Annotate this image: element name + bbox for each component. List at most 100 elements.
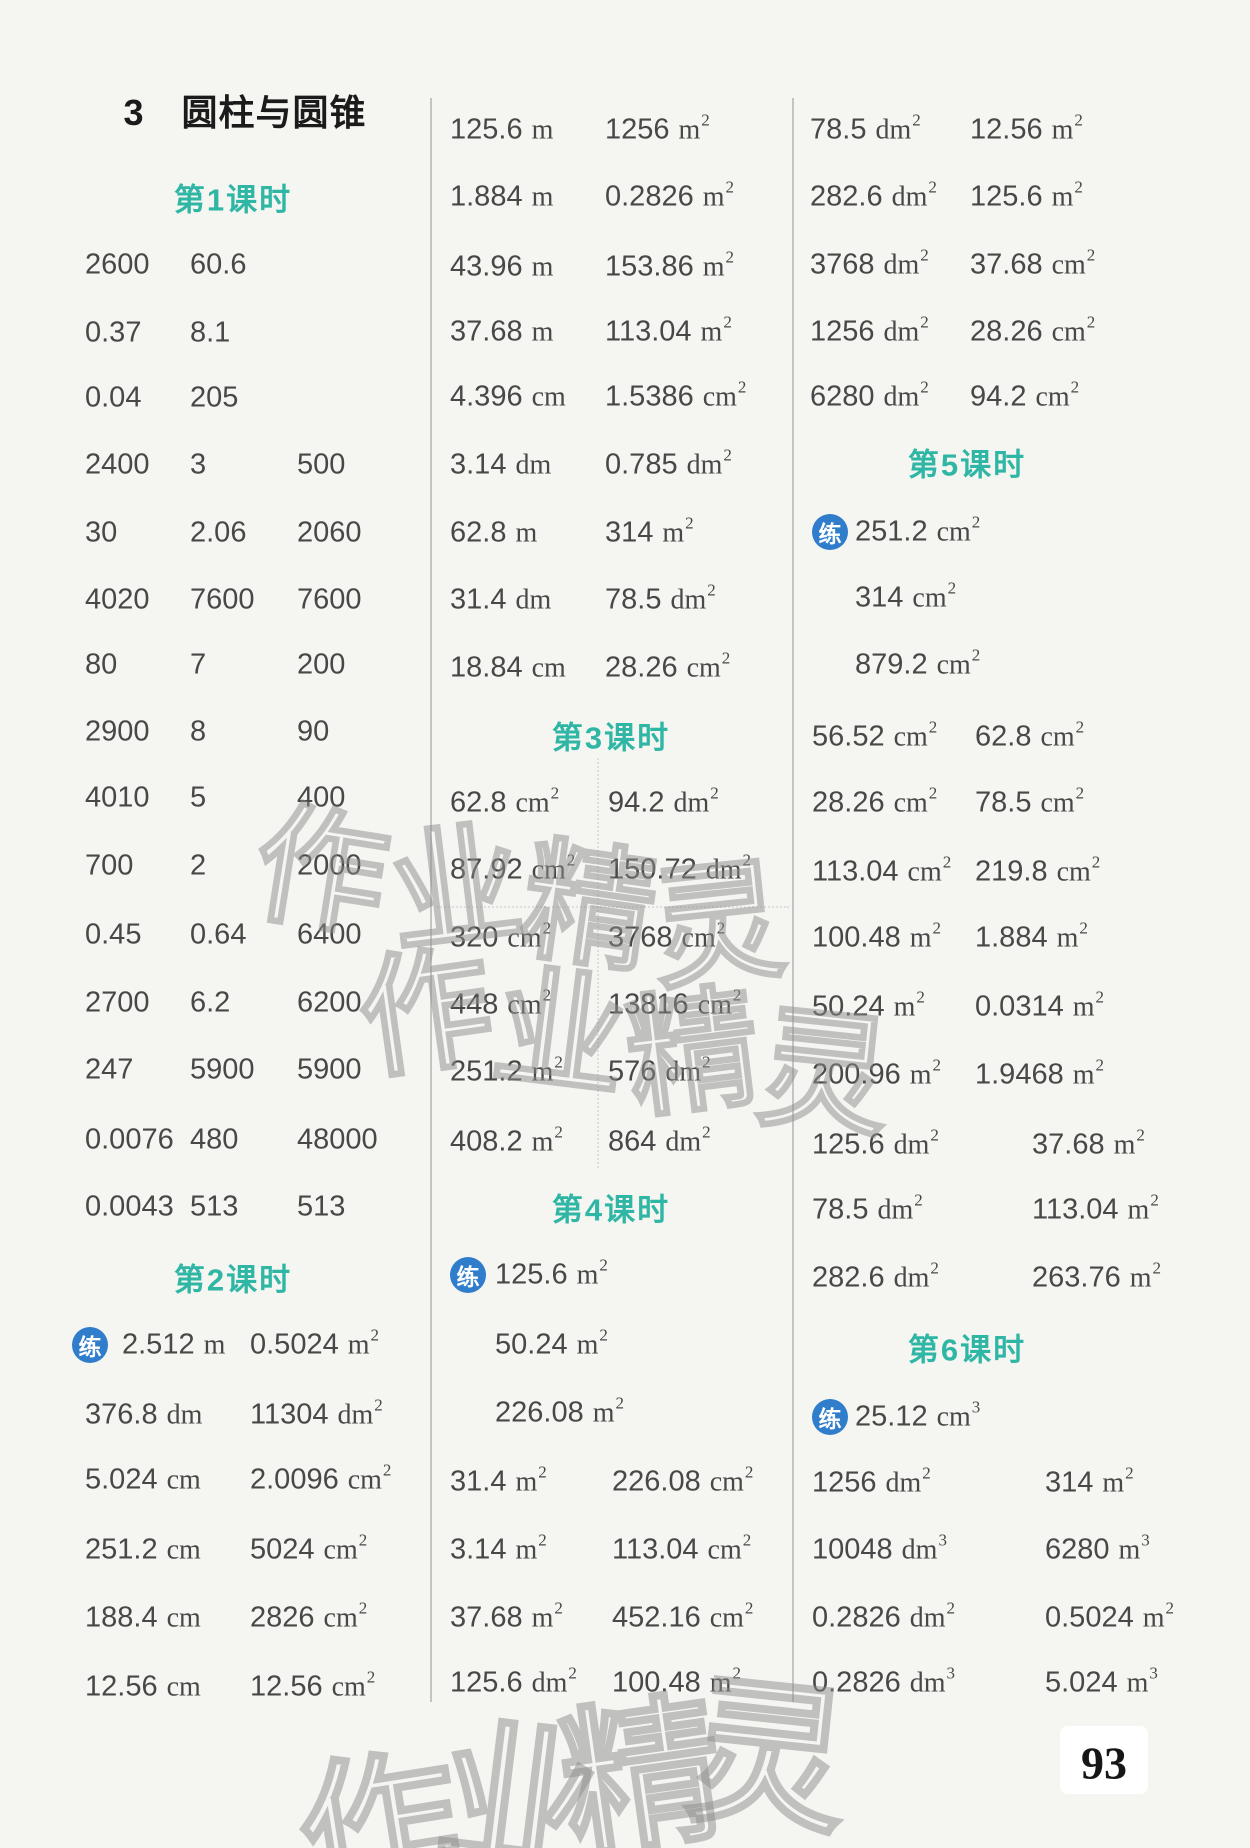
- answer-unit: cm2: [709, 1598, 754, 1634]
- answer-value: 448: [450, 988, 499, 1021]
- answer-cell: 200.96 m2: [812, 1056, 941, 1092]
- answer-exponent: 2: [1074, 177, 1083, 197]
- answer-cell: 113.04 cm2: [612, 1531, 751, 1567]
- answer-cell: 37.68 m2: [450, 1599, 563, 1635]
- answer-value: 1.9468: [975, 1058, 1064, 1091]
- answer-value: 2400: [85, 448, 150, 481]
- answer-cell: 2060: [297, 517, 362, 550]
- answer-cell: 452.16 cm2: [612, 1598, 754, 1635]
- answer-value: 480: [190, 1123, 239, 1156]
- answer-exponent: 2: [946, 1598, 955, 1618]
- answer-exponent: 2: [550, 783, 560, 803]
- answer-unit: dm2: [705, 850, 751, 886]
- answer-exponent: 2: [723, 312, 732, 332]
- answer-unit: dm2: [893, 1125, 939, 1161]
- answer-value: 100.48: [612, 1666, 701, 1699]
- answer-exponent: 2: [554, 1052, 563, 1072]
- answer-unit: m2: [678, 110, 710, 146]
- lesson-header: 第5课时: [907, 447, 1027, 483]
- answer-exponent: 2: [1095, 1055, 1104, 1075]
- answer-value: 8: [190, 715, 207, 748]
- answer-unit: m: [531, 316, 554, 348]
- answer-unit: dm2: [885, 1463, 931, 1499]
- answer-value: 263.76: [1032, 1261, 1121, 1294]
- answer-cell: 247: [85, 1054, 133, 1087]
- practice-badge: 练: [812, 514, 848, 550]
- answer-value: 0.5024: [250, 1328, 339, 1361]
- answer-exponent: 2: [928, 717, 938, 737]
- answer-exponent: 2: [599, 1255, 608, 1275]
- answer-unit: dm2: [877, 1190, 923, 1226]
- answer-value: 3768: [810, 248, 875, 281]
- answer-exponent: 2: [685, 513, 694, 533]
- answer-unit: dm2: [665, 1052, 711, 1088]
- answer-cell: 5900: [297, 1054, 362, 1087]
- answer-value: 11304: [250, 1398, 329, 1431]
- answer-value: 4010: [85, 781, 150, 814]
- answer-value: 100.48: [812, 921, 901, 954]
- answer-value: 1.884: [450, 180, 523, 213]
- answer-value: 13816: [608, 988, 689, 1021]
- answer-exponent: 2: [947, 578, 957, 598]
- answer-cell: 10048 dm3: [812, 1531, 947, 1567]
- answer-cell: 314 m2: [605, 513, 694, 550]
- answer-cell: 100.48 m2: [812, 919, 941, 955]
- answer-unit: cm2: [936, 512, 981, 548]
- answer-value: 1256: [810, 315, 875, 348]
- answer-exponent: 2: [916, 987, 925, 1007]
- answer-cell: 251.2 cm: [85, 1534, 201, 1567]
- answer-unit: m2: [893, 987, 925, 1023]
- answer-value: 5024: [250, 1533, 315, 1566]
- answer-cell: 37.68 m: [450, 316, 553, 349]
- answer-value: 12.56: [85, 1670, 158, 1703]
- answer-exponent: 2: [374, 1395, 383, 1415]
- answer-unit: dm2: [673, 783, 719, 819]
- answer-unit: m2: [709, 1663, 741, 1699]
- watermark-char: 业: [484, 951, 635, 1115]
- answer-exponent: 2: [538, 1530, 547, 1550]
- answer-unit: m2: [1113, 1125, 1145, 1161]
- answer-value: 43.96: [450, 250, 523, 283]
- answer-value: 251.2: [855, 515, 928, 548]
- answer-cell: 2000: [297, 850, 362, 883]
- answer-value: 0.2826: [605, 180, 694, 213]
- answer-exponent: 2: [732, 1663, 741, 1683]
- answer-cell: 3.14 dm: [450, 449, 551, 482]
- answer-cell: 2.06: [190, 517, 246, 550]
- answer-value: 2700: [85, 986, 150, 1019]
- answer-exponent: 2: [358, 1598, 368, 1618]
- answer-exponent: 2: [702, 1122, 711, 1142]
- answer-exponent: 2: [366, 1667, 376, 1687]
- answer-exponent: 2: [930, 1258, 939, 1278]
- answer-exponent: 2: [932, 1055, 941, 1075]
- answer-unit: dm2: [670, 580, 716, 616]
- answer-cell: 2826 cm2: [250, 1599, 367, 1635]
- answer-cell: 3768 cm2: [608, 919, 725, 955]
- answer-unit: m3: [1118, 1530, 1150, 1566]
- answer-cell: 314 cm2: [855, 579, 956, 615]
- answer-value: 879.2: [855, 648, 928, 681]
- answer-exponent: 2: [1150, 1190, 1159, 1210]
- answer-unit: m2: [662, 513, 694, 549]
- answer-cell: 314 m2: [1045, 1464, 1134, 1500]
- answer-cell: 125.6 m2: [970, 178, 1083, 214]
- answer-unit: cm2: [936, 645, 981, 681]
- answer-unit: m2: [576, 1325, 608, 1361]
- answer-exponent: 2: [1095, 987, 1104, 1007]
- answer-unit: m: [531, 251, 554, 283]
- answer-value: 3768: [608, 921, 673, 954]
- answer-value: 314: [855, 581, 904, 614]
- answer-exponent: 3: [938, 1530, 947, 1550]
- answer-unit: cm2: [323, 1530, 368, 1566]
- answer-unit: cm: [166, 1671, 201, 1703]
- answer-cell: 80: [85, 649, 117, 682]
- answer-exponent: 2: [1075, 783, 1085, 803]
- answer-value: 0.785: [605, 448, 678, 481]
- answer-value: 6.2: [190, 986, 231, 1019]
- answer-value: 5900: [190, 1053, 255, 1086]
- answer-cell: 30: [85, 517, 117, 550]
- answer-value: 0.0076: [85, 1123, 174, 1156]
- answer-unit: cm2: [507, 918, 552, 954]
- answer-exponent: 2: [737, 377, 747, 397]
- answer-cell: 282.6 dm2: [812, 1259, 939, 1295]
